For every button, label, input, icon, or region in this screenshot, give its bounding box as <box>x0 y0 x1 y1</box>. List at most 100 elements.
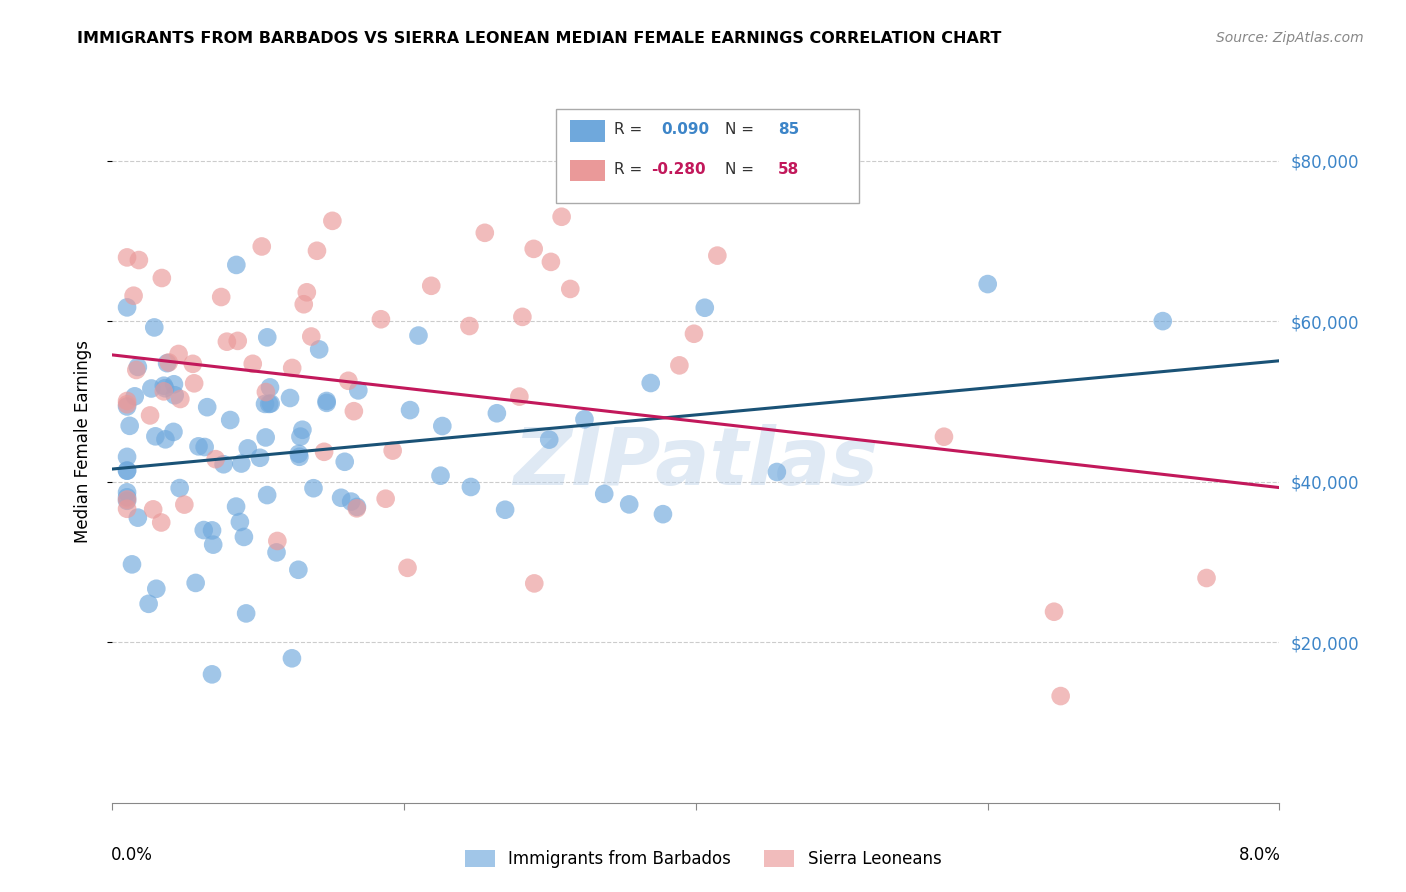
Point <box>115 450 138 464</box>
Text: N =: N = <box>725 161 759 177</box>
Point <box>215 334 238 349</box>
Point <box>150 516 173 530</box>
Point <box>143 320 166 334</box>
Point <box>295 285 318 300</box>
Point <box>115 397 138 411</box>
Point <box>308 343 330 357</box>
Point <box>266 545 288 559</box>
Point <box>976 277 998 291</box>
Point <box>184 576 207 591</box>
Point <box>290 429 312 443</box>
Point <box>321 214 343 228</box>
Point <box>115 301 138 315</box>
Point <box>232 530 254 544</box>
Point <box>1043 605 1066 619</box>
Point <box>619 497 641 511</box>
Point <box>193 523 215 537</box>
Point <box>287 563 309 577</box>
Point <box>209 290 232 304</box>
Point <box>181 357 204 371</box>
Point <box>173 498 195 512</box>
Point <box>229 515 252 529</box>
Point <box>253 397 276 411</box>
Point <box>201 524 224 538</box>
Point <box>540 255 562 269</box>
Text: 0.090: 0.090 <box>661 122 709 136</box>
Point <box>288 450 311 464</box>
Point <box>305 244 328 258</box>
Point <box>652 507 675 521</box>
Point <box>141 382 163 396</box>
Text: R =: R = <box>614 122 647 136</box>
Point <box>212 457 235 471</box>
Point <box>257 397 280 411</box>
Point <box>153 378 176 392</box>
Point <box>278 391 301 405</box>
Point <box>115 491 138 505</box>
Point <box>315 394 337 409</box>
Point <box>1195 571 1218 585</box>
FancyBboxPatch shape <box>555 109 859 203</box>
Point <box>225 500 247 514</box>
Point <box>593 487 616 501</box>
Y-axis label: Median Female Earnings: Median Female Earnings <box>73 340 91 543</box>
Text: Source: ZipAtlas.com: Source: ZipAtlas.com <box>1216 31 1364 45</box>
Point <box>204 452 226 467</box>
Point <box>235 607 257 621</box>
Point <box>512 310 534 324</box>
Point <box>399 403 422 417</box>
Point <box>291 423 314 437</box>
Point <box>337 374 360 388</box>
Point <box>347 384 370 398</box>
Point <box>574 412 596 426</box>
Point <box>693 301 716 315</box>
Point <box>292 297 315 311</box>
Point <box>302 481 325 495</box>
Point <box>254 385 277 400</box>
Point <box>115 394 138 409</box>
Point <box>115 251 138 265</box>
Point <box>281 361 304 376</box>
Point <box>187 439 209 453</box>
Point <box>374 491 396 506</box>
Point <box>167 347 190 361</box>
Point <box>340 494 363 508</box>
Point <box>128 253 150 268</box>
Point <box>343 404 366 418</box>
Point <box>115 492 138 507</box>
Point <box>138 597 160 611</box>
Point <box>683 326 706 341</box>
Point <box>155 433 177 447</box>
Point <box>494 502 516 516</box>
Point <box>115 400 138 414</box>
Text: 58: 58 <box>778 161 799 177</box>
Point <box>145 582 167 596</box>
Point <box>127 359 149 374</box>
Point <box>183 376 205 391</box>
Point <box>115 501 138 516</box>
Point <box>157 355 180 369</box>
Point <box>125 363 148 377</box>
Point <box>508 390 530 404</box>
Point <box>225 258 247 272</box>
Point <box>236 442 259 456</box>
Point <box>485 406 508 420</box>
Point <box>231 457 253 471</box>
Point <box>142 502 165 516</box>
Point <box>153 384 176 399</box>
Legend: Immigrants from Barbados, Sierra Leoneans: Immigrants from Barbados, Sierra Leonean… <box>458 843 948 875</box>
Point <box>202 538 225 552</box>
Point <box>550 210 572 224</box>
Point <box>330 491 353 505</box>
Text: N =: N = <box>725 122 759 136</box>
Point <box>429 468 451 483</box>
Point <box>432 419 454 434</box>
Text: R =: R = <box>614 161 647 177</box>
Point <box>139 409 162 423</box>
Point <box>115 464 138 478</box>
Point <box>250 239 273 253</box>
Point <box>259 380 281 394</box>
Point <box>145 429 167 443</box>
Point <box>668 359 690 373</box>
Point <box>115 464 138 478</box>
